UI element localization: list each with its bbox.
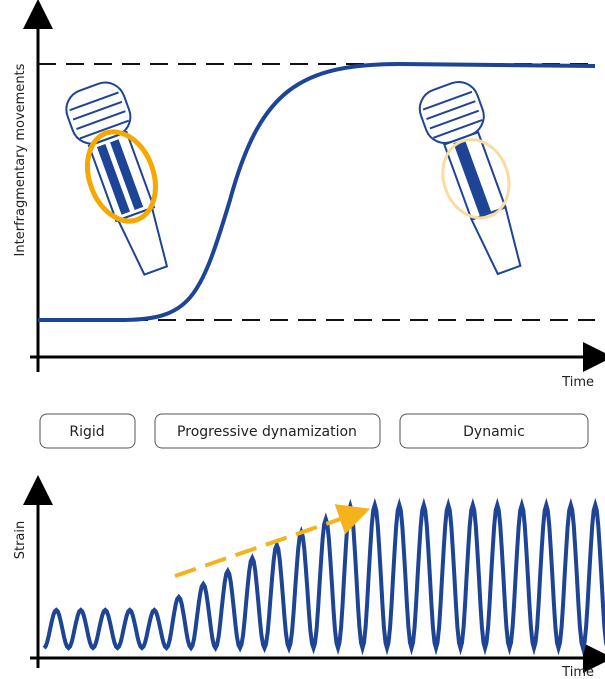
implant-rigid — [65, 81, 169, 276]
phase-label: Rigid — [69, 424, 104, 440]
strain-wave — [42, 497, 605, 656]
phase-label: Progressive dynamization — [177, 424, 357, 440]
sigmoid-curve — [38, 61, 596, 322]
y-axis-label: Strain — [13, 521, 28, 560]
y-axis-label: Interfragmentary movements — [13, 63, 28, 256]
phase-box — [154, 413, 381, 449]
x-axis-label: Time — [561, 375, 594, 390]
phase-box — [399, 413, 589, 449]
x-axis-label: Time — [561, 665, 594, 679]
implant-dynamic — [418, 81, 522, 276]
phase-box — [39, 413, 136, 449]
phase-label: Dynamic — [463, 424, 525, 440]
